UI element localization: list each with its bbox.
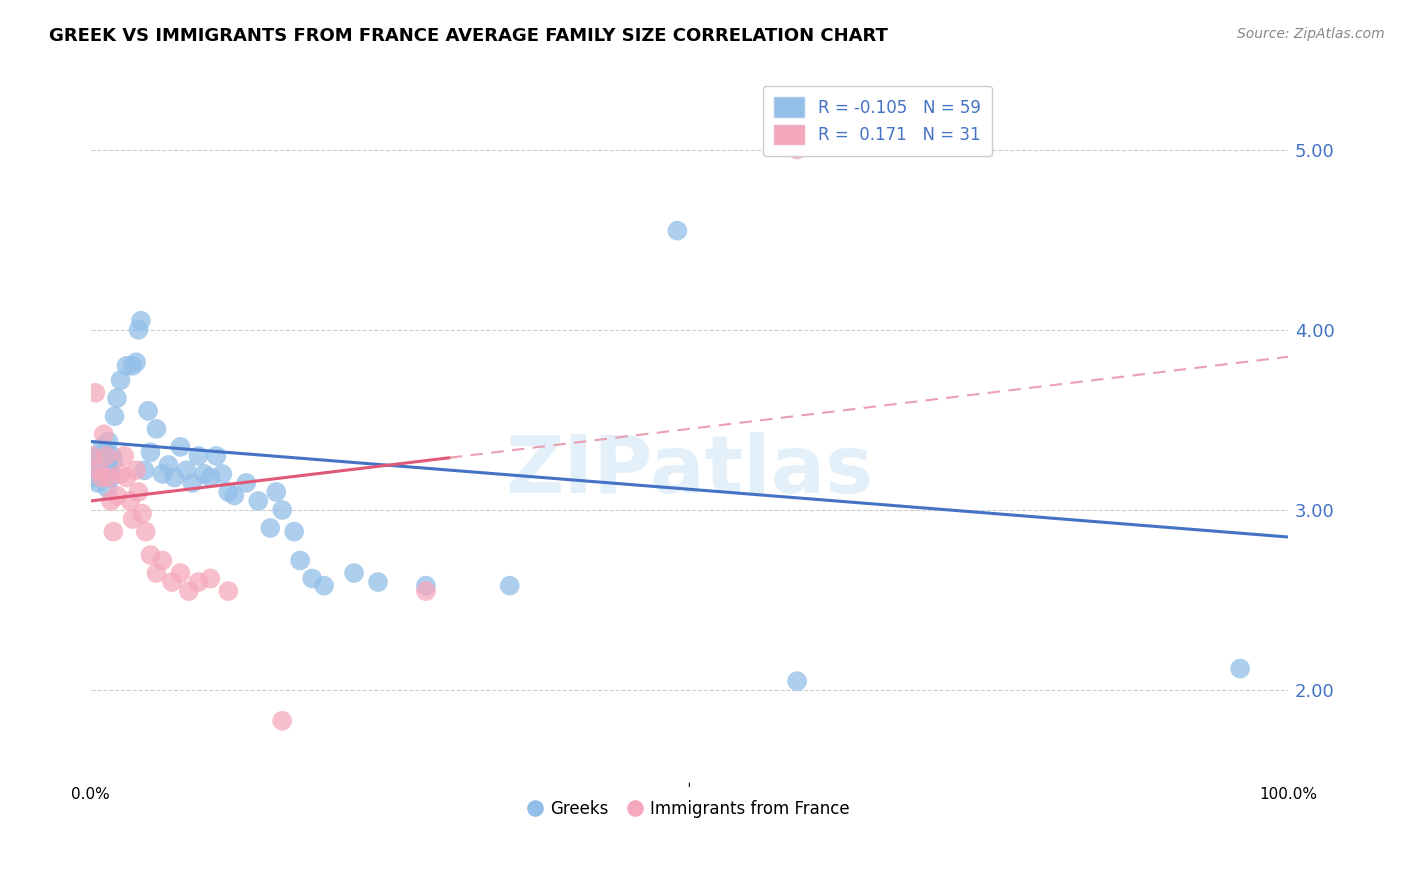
Point — [87, 475, 110, 490]
Point — [97, 470, 120, 484]
Point — [205, 449, 228, 463]
Point — [152, 553, 174, 567]
Point — [82, 463, 104, 477]
Legend: Greeks, Immigrants from France: Greeks, Immigrants from France — [522, 793, 856, 825]
Point — [110, 467, 132, 481]
Point — [200, 470, 222, 484]
Point — [177, 584, 200, 599]
Point — [160, 575, 183, 590]
Point — [94, 445, 117, 459]
Point — [152, 467, 174, 481]
Point — [259, 521, 281, 535]
Point — [105, 489, 128, 503]
Text: ZIPatlas: ZIPatlas — [505, 432, 873, 510]
Point — [666, 224, 689, 238]
Point — [187, 575, 209, 590]
Point — [1229, 662, 1251, 676]
Point — [103, 409, 125, 424]
Point — [80, 449, 103, 463]
Point — [120, 494, 142, 508]
Point — [101, 449, 124, 463]
Point — [145, 566, 167, 580]
Point — [283, 524, 305, 539]
Point — [163, 470, 186, 484]
Point — [200, 571, 222, 585]
Point — [125, 463, 148, 477]
Point — [105, 391, 128, 405]
Point — [128, 485, 150, 500]
Point — [169, 566, 191, 580]
Point — [129, 314, 152, 328]
Point — [139, 548, 162, 562]
Point — [87, 452, 110, 467]
Point — [103, 452, 125, 467]
Point — [131, 507, 153, 521]
Point — [90, 467, 112, 481]
Point — [499, 579, 522, 593]
Point — [211, 467, 233, 481]
Point — [343, 566, 366, 580]
Point — [139, 445, 162, 459]
Point — [176, 463, 198, 477]
Point — [235, 475, 257, 490]
Point — [100, 470, 122, 484]
Point — [100, 494, 122, 508]
Point — [181, 475, 204, 490]
Point — [115, 470, 138, 484]
Point — [301, 571, 323, 585]
Point — [84, 458, 107, 472]
Point — [97, 434, 120, 449]
Point — [157, 458, 180, 472]
Point — [224, 489, 246, 503]
Point — [271, 503, 294, 517]
Point — [193, 467, 215, 481]
Point — [128, 323, 150, 337]
Point — [98, 463, 121, 477]
Point — [110, 373, 132, 387]
Point — [103, 524, 125, 539]
Point — [91, 440, 114, 454]
Point — [786, 674, 808, 689]
Point — [187, 449, 209, 463]
Text: Source: ZipAtlas.com: Source: ZipAtlas.com — [1237, 27, 1385, 41]
Text: GREEK VS IMMIGRANTS FROM FRANCE AVERAGE FAMILY SIZE CORRELATION CHART: GREEK VS IMMIGRANTS FROM FRANCE AVERAGE … — [49, 27, 889, 45]
Point — [135, 524, 157, 539]
Point — [786, 143, 808, 157]
Point — [247, 494, 270, 508]
Point — [264, 485, 287, 500]
Point — [217, 584, 239, 599]
Point — [136, 404, 159, 418]
Point — [87, 463, 110, 477]
Point — [90, 470, 112, 484]
Point — [89, 463, 111, 477]
Point — [145, 422, 167, 436]
Point — [367, 575, 389, 590]
Point — [314, 579, 336, 593]
Point — [121, 512, 143, 526]
Point — [112, 449, 135, 463]
Point — [271, 714, 294, 728]
Point — [415, 584, 437, 599]
Point — [96, 481, 118, 495]
Point — [134, 463, 156, 477]
Point — [93, 427, 115, 442]
Point — [80, 454, 103, 468]
Point — [125, 355, 148, 369]
Point — [84, 385, 107, 400]
Point — [415, 579, 437, 593]
Point — [121, 359, 143, 373]
Point — [96, 449, 118, 463]
Point — [93, 470, 115, 484]
Point — [217, 485, 239, 500]
Point — [96, 458, 118, 472]
Point — [86, 449, 108, 463]
Point — [83, 470, 105, 484]
Point — [288, 553, 311, 567]
Point — [115, 359, 138, 373]
Point — [169, 440, 191, 454]
